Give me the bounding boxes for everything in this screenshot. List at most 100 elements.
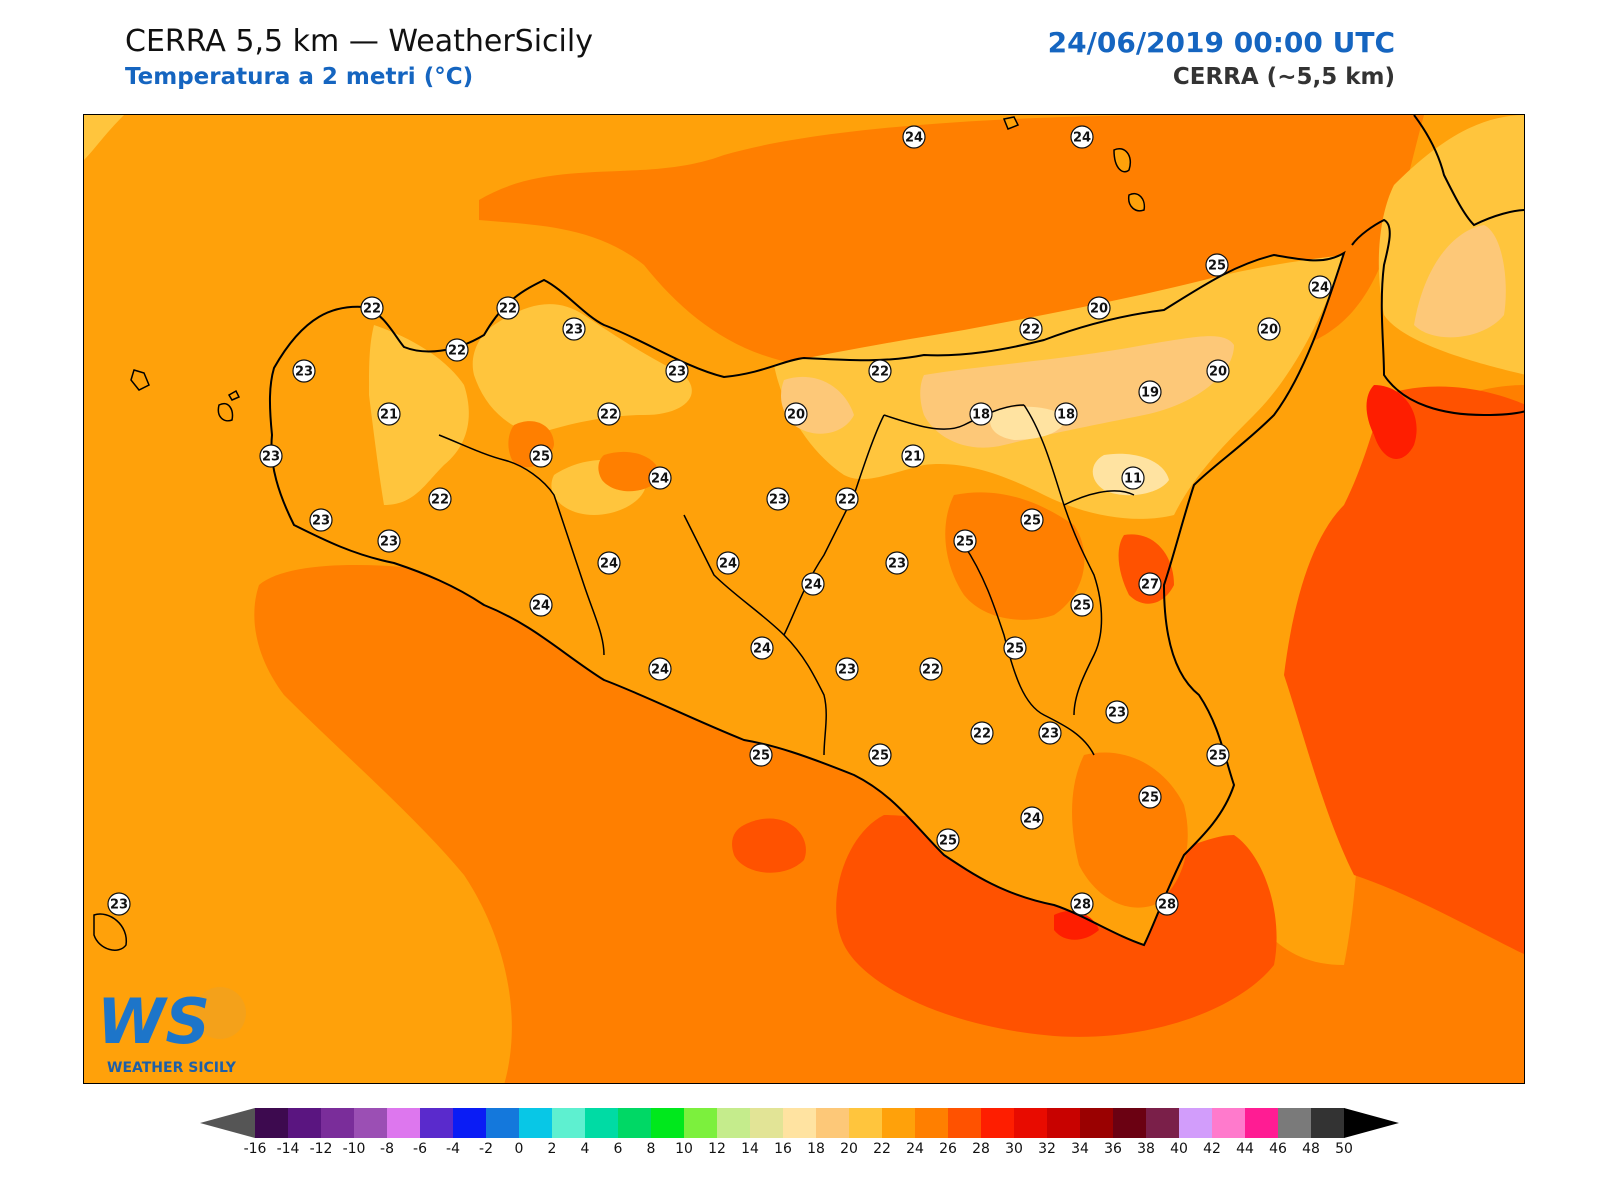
station-value: 25 bbox=[1141, 791, 1159, 806]
colorbar-tick-label: -4 bbox=[446, 1141, 460, 1155]
field-18-etna bbox=[990, 406, 1065, 440]
station-value: 23 bbox=[295, 365, 313, 380]
colorbar-tick-label: 20 bbox=[840, 1141, 858, 1155]
station-value: 18 bbox=[1057, 408, 1075, 423]
sicily-coastline bbox=[268, 250, 1346, 947]
colorbar-swatch bbox=[585, 1108, 619, 1138]
station-value: 20 bbox=[787, 408, 805, 423]
station-marker bbox=[1105, 700, 1129, 724]
station-marker bbox=[529, 444, 553, 468]
logo-sun bbox=[194, 987, 246, 1039]
station-marker bbox=[868, 743, 892, 767]
station-marker bbox=[1003, 636, 1027, 660]
colorbar-tick-label: -12 bbox=[310, 1141, 333, 1155]
station-value: 22 bbox=[973, 727, 991, 742]
colorbar-swatch bbox=[816, 1108, 850, 1138]
colorbar-tick-label: 42 bbox=[1203, 1141, 1221, 1155]
colorbar-swatch bbox=[354, 1108, 388, 1138]
station-value: 23 bbox=[110, 898, 128, 913]
colorbar-swatch bbox=[486, 1108, 520, 1138]
station-marker bbox=[1070, 593, 1094, 617]
station-value: 24 bbox=[532, 599, 550, 614]
logo-letters: WS bbox=[97, 985, 210, 1058]
map-title: CERRA 5,5 km — WeatherSicily bbox=[125, 24, 593, 59]
station-marker bbox=[970, 721, 994, 745]
station-value: 21 bbox=[380, 408, 398, 423]
colorbar-tick-label: 38 bbox=[1137, 1141, 1155, 1155]
station-value: 18 bbox=[972, 408, 990, 423]
colorbar-tick-label: 28 bbox=[972, 1141, 990, 1155]
colorbar-swatch bbox=[915, 1108, 949, 1138]
colorbar-under-arrow bbox=[200, 1108, 255, 1138]
colorbar-tick-label: 22 bbox=[873, 1141, 891, 1155]
field-26-interior-center bbox=[598, 451, 660, 492]
colorbar-swatch bbox=[552, 1108, 586, 1138]
colorbar-tick-label: 8 bbox=[647, 1141, 656, 1155]
station-marker bbox=[1054, 402, 1078, 426]
colorbar-swatch bbox=[1080, 1108, 1114, 1138]
colorbar-tick-label: 16 bbox=[774, 1141, 792, 1155]
station-marker bbox=[1206, 359, 1230, 383]
field-20-ne bbox=[1414, 225, 1506, 338]
colorbar-swatch bbox=[750, 1108, 784, 1138]
colorbar-tick-label: 26 bbox=[939, 1141, 957, 1155]
station-marker bbox=[1138, 785, 1162, 809]
colorbar-tick-label: 30 bbox=[1005, 1141, 1023, 1155]
station-value: 25 bbox=[1073, 599, 1091, 614]
station-value: 24 bbox=[753, 642, 771, 657]
station-value: 23 bbox=[262, 450, 280, 465]
field-28-pachino bbox=[1054, 910, 1099, 940]
station-marker bbox=[377, 529, 401, 553]
field-22-west bbox=[369, 325, 469, 505]
field-28-east bbox=[1284, 386, 1524, 955]
colorbar-tick-label: -2 bbox=[479, 1141, 493, 1155]
station-marker bbox=[902, 125, 926, 149]
colorbar-tick-label: 24 bbox=[906, 1141, 924, 1155]
station-marker bbox=[749, 743, 773, 767]
station-marker bbox=[835, 657, 859, 681]
station-value: 23 bbox=[888, 557, 906, 572]
field-30-east bbox=[1366, 385, 1417, 459]
colorbar-tick-label: 4 bbox=[581, 1141, 590, 1155]
station-value: 25 bbox=[1023, 514, 1041, 529]
egadi-islands bbox=[130, 369, 241, 422]
station-value: 24 bbox=[651, 472, 669, 487]
colorbar-swatch bbox=[1245, 1108, 1279, 1138]
station-marker bbox=[901, 444, 925, 468]
colorbar-tick-label: -10 bbox=[343, 1141, 366, 1155]
colorbar-swatch bbox=[1212, 1108, 1246, 1138]
field-26-east-interior bbox=[945, 492, 1085, 620]
station-value: 24 bbox=[600, 557, 618, 572]
station-value: 22 bbox=[448, 344, 466, 359]
station-value: 25 bbox=[1006, 642, 1024, 657]
station-value: 27 bbox=[1141, 578, 1159, 593]
station-marker bbox=[919, 657, 943, 681]
station-marker bbox=[1087, 296, 1111, 320]
colorbar-tick-label: 6 bbox=[614, 1141, 623, 1155]
station-marker bbox=[835, 487, 859, 511]
station-marker bbox=[562, 317, 586, 341]
colorbar-tick-label: 0 bbox=[515, 1141, 524, 1155]
colorbar-tick-label: -16 bbox=[244, 1141, 267, 1155]
station-value: 21 bbox=[904, 450, 922, 465]
station-value: 24 bbox=[1311, 281, 1329, 296]
station-marker bbox=[107, 892, 131, 916]
colorbar-swatch bbox=[882, 1108, 916, 1138]
colorbar-swatch bbox=[453, 1108, 487, 1138]
station-value: 22 bbox=[431, 493, 449, 508]
weathersicily-logo: WS WEATHER SICILY bbox=[95, 985, 255, 1076]
station-value: 20 bbox=[1090, 302, 1108, 317]
station-value: 19 bbox=[1141, 386, 1159, 401]
colorbar-swatch bbox=[1047, 1108, 1081, 1138]
colorbar-swatch bbox=[717, 1108, 751, 1138]
colorbar-tick-label: 14 bbox=[741, 1141, 759, 1155]
colorbar-tick-label: 34 bbox=[1071, 1141, 1089, 1155]
field-22-north-west bbox=[472, 304, 692, 435]
colorbar-swatch bbox=[519, 1108, 553, 1138]
station-marker bbox=[750, 636, 774, 660]
colorbar-tick-label: 10 bbox=[675, 1141, 693, 1155]
station-marker bbox=[936, 828, 960, 852]
field-22-nw-corner bbox=[84, 115, 124, 160]
colorbar-tick-label: 50 bbox=[1335, 1141, 1353, 1155]
colorbar-swatch bbox=[288, 1108, 322, 1138]
